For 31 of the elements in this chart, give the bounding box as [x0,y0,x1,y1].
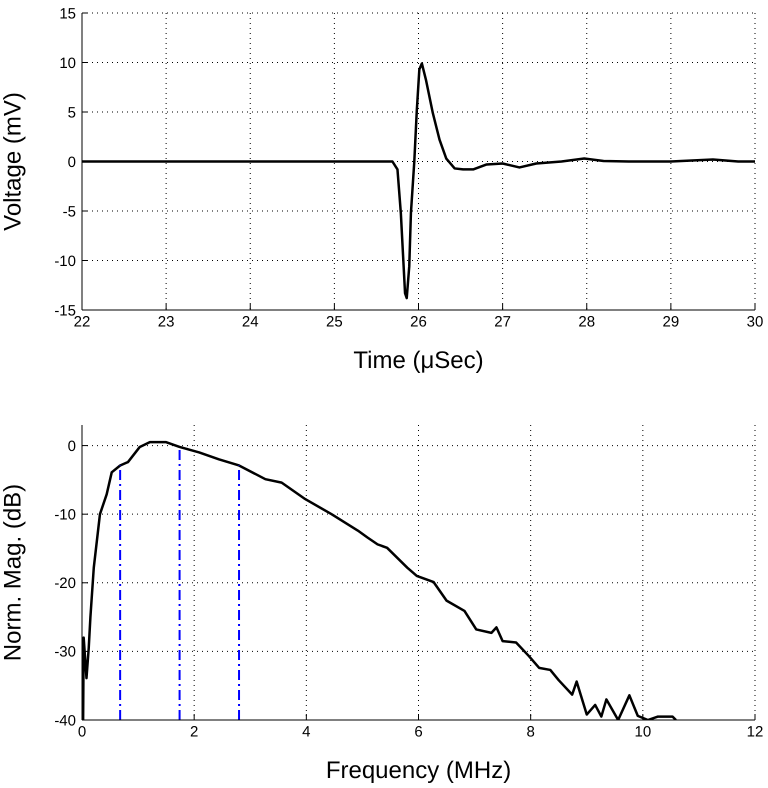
x-tick-label: 12 [746,724,764,741]
x-axis-title: Time (μSec) [353,347,484,374]
x-tick-label: 10 [634,724,652,741]
x-tick-label: 27 [494,314,511,331]
x-tick-label: 30 [746,314,764,331]
y-tick-label: 15 [59,5,76,22]
y-tick-label: -15 [54,302,76,320]
y-axis-title: Norm. Mag. (dB) [0,484,27,662]
y-tick-label: 0 [68,438,76,455]
x-tick-label: 29 [662,314,680,331]
y-tick-label: -5 [62,203,76,220]
x-tick-label: 26 [410,314,427,331]
y-tick-label: -20 [54,575,76,592]
x-tick-label: 28 [578,314,596,331]
x-tick-label: 24 [242,314,259,331]
x-tick-label: 22 [74,314,90,331]
x-tick-label: 23 [158,314,174,331]
x-tick-label: 25 [326,314,343,331]
y-tick-label: -10 [54,506,76,524]
x-tick-label: 4 [302,724,311,741]
x-tick-label: 8 [526,724,535,741]
y-tick-label: 5 [68,104,76,122]
y-tick-label: 10 [59,54,76,72]
x-tick-label: 2 [190,724,198,741]
y-tick-label: -10 [54,252,76,270]
y-tick-label: 0 [68,154,76,171]
y-axis-title: Voltage (mV) [0,92,27,231]
y-tick-label: -30 [54,644,76,661]
x-axis-title: Frequency (MHz) [326,757,512,784]
y-tick-label: -40 [54,712,76,730]
x-tick-label: 6 [414,724,423,741]
